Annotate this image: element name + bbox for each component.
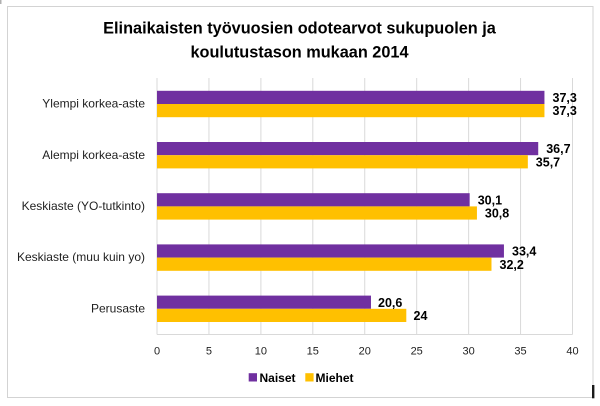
svg-text:15: 15 [307,345,319,357]
svg-text:20,6: 20,6 [378,296,402,310]
svg-text:32,2: 32,2 [500,258,524,272]
svg-text:35: 35 [514,345,526,357]
svg-text:Miehet: Miehet [316,371,354,385]
svg-text:koulutustason mukaan 2014: koulutustason mukaan 2014 [190,44,408,62]
svg-text:0: 0 [154,345,160,357]
svg-text:25: 25 [411,345,423,357]
svg-text:24: 24 [414,309,428,323]
svg-text:Alempi korkea-aste: Alempi korkea-aste [42,148,145,162]
svg-text:36,7: 36,7 [546,142,570,156]
svg-text:Keskiaste (YO-tutkinto): Keskiaste (YO-tutkinto) [22,199,145,213]
svg-text:Keskiaste (muu kuin yo): Keskiaste (muu kuin yo) [17,250,145,264]
svg-text:10: 10 [255,345,267,357]
svg-text:33,4: 33,4 [512,245,536,259]
svg-text:37,3: 37,3 [553,91,577,105]
svg-text:Elinaikaisten työvuosien odote: Elinaikaisten työvuosien odotearvot suku… [103,20,497,38]
svg-text:30: 30 [463,345,475,357]
svg-text:Naiset: Naiset [260,371,296,385]
svg-text:Perusaste: Perusaste [91,301,145,315]
svg-text:20: 20 [359,345,371,357]
svg-text:30,1: 30,1 [478,193,502,207]
svg-text:5: 5 [206,345,212,357]
svg-text:30,8: 30,8 [485,207,509,221]
svg-text:40: 40 [566,345,578,357]
svg-text:Ylempi korkea-aste: Ylempi korkea-aste [42,97,145,111]
svg-text:37,3: 37,3 [553,104,577,118]
svg-text:35,7: 35,7 [536,155,560,169]
